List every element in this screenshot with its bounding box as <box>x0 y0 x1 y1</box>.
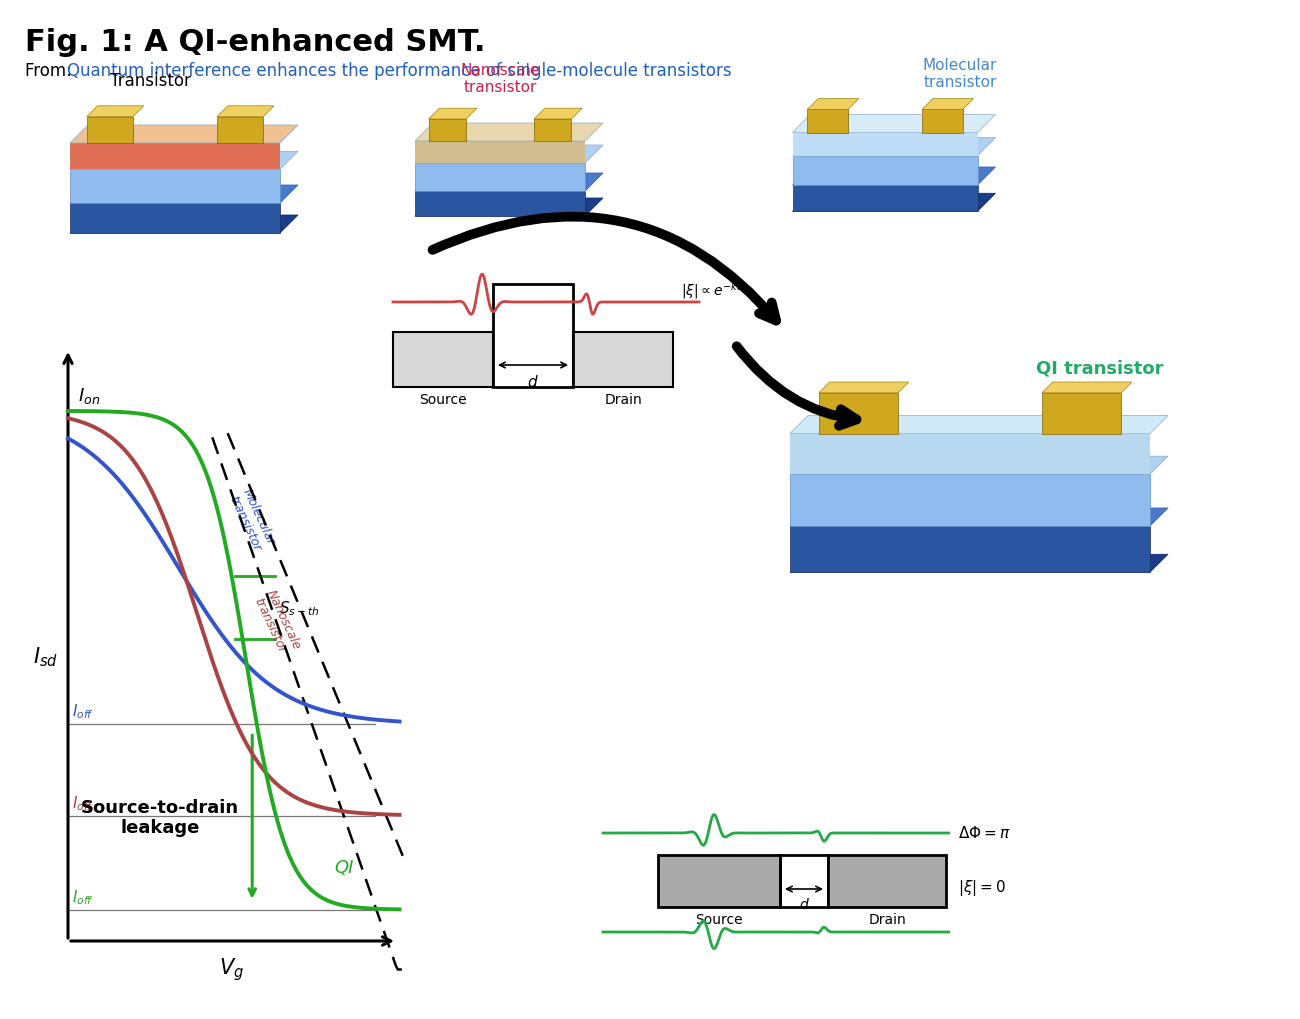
Polygon shape <box>70 126 298 144</box>
FancyArrowPatch shape <box>737 346 857 426</box>
Text: $S_{s-th}$: $S_{s-th}$ <box>280 598 320 618</box>
Text: Molecular
transistor: Molecular transistor <box>923 57 997 90</box>
Polygon shape <box>534 109 582 120</box>
Text: $d$: $d$ <box>526 374 539 389</box>
Text: $d$: $d$ <box>798 896 810 911</box>
Polygon shape <box>790 554 1167 573</box>
Polygon shape <box>70 204 280 233</box>
Text: QI transistor: QI transistor <box>1036 360 1164 378</box>
Polygon shape <box>415 124 603 142</box>
Polygon shape <box>87 117 133 144</box>
Polygon shape <box>819 382 909 393</box>
Polygon shape <box>1043 382 1132 393</box>
Polygon shape <box>70 170 280 204</box>
Text: $V_g$: $V_g$ <box>218 956 244 982</box>
Text: $I_{sd}$: $I_{sd}$ <box>34 645 58 668</box>
Text: $\Delta\Phi = \pi$: $\Delta\Phi = \pi$ <box>958 824 1010 841</box>
Polygon shape <box>70 144 280 170</box>
Polygon shape <box>790 416 1167 434</box>
Polygon shape <box>429 120 465 142</box>
Text: QI: QI <box>334 858 354 876</box>
Polygon shape <box>573 332 673 387</box>
Polygon shape <box>415 164 585 192</box>
Text: Transistor: Transistor <box>111 72 191 90</box>
Polygon shape <box>828 855 946 907</box>
Polygon shape <box>70 152 298 170</box>
Text: $I_{off}$: $I_{off}$ <box>72 793 94 812</box>
Polygon shape <box>70 216 298 233</box>
Text: Fig. 1: A QI-enhanced SMT.: Fig. 1: A QI-enhanced SMT. <box>25 28 485 57</box>
Polygon shape <box>415 146 603 164</box>
Polygon shape <box>793 133 978 157</box>
Polygon shape <box>415 192 585 217</box>
Polygon shape <box>819 393 898 434</box>
Text: $|\xi| \propto e^{-kd}$: $|\xi| \propto e^{-kd}$ <box>681 280 745 302</box>
Polygon shape <box>793 115 996 133</box>
Polygon shape <box>790 434 1150 475</box>
Text: $|\xi| = 0$: $|\xi| = 0$ <box>958 877 1006 897</box>
Polygon shape <box>790 508 1167 527</box>
Polygon shape <box>922 110 963 133</box>
Text: Nanoscale
transistor: Nanoscale transistor <box>460 62 540 95</box>
Polygon shape <box>790 457 1167 475</box>
Polygon shape <box>393 332 493 387</box>
Polygon shape <box>922 100 974 110</box>
Polygon shape <box>807 100 859 110</box>
Text: Source: Source <box>419 392 467 407</box>
Polygon shape <box>217 117 263 144</box>
Polygon shape <box>793 139 996 157</box>
Polygon shape <box>534 120 572 142</box>
FancyArrowPatch shape <box>433 217 776 321</box>
Text: Nanoscale
transistor: Nanoscale transistor <box>251 587 303 657</box>
Polygon shape <box>429 109 477 120</box>
Text: Drain: Drain <box>604 392 642 407</box>
Text: $I_{on}$: $I_{on}$ <box>78 385 100 406</box>
Polygon shape <box>658 855 780 907</box>
Polygon shape <box>70 185 298 204</box>
Text: Source-to-drain
leakage: Source-to-drain leakage <box>81 798 239 837</box>
Text: Source: Source <box>696 912 742 926</box>
Polygon shape <box>793 157 978 185</box>
Polygon shape <box>415 199 603 217</box>
Polygon shape <box>217 107 274 117</box>
Polygon shape <box>87 107 144 117</box>
Polygon shape <box>793 194 996 212</box>
Polygon shape <box>1043 393 1121 434</box>
Text: Drain: Drain <box>868 912 906 926</box>
Polygon shape <box>807 110 848 133</box>
Text: Molecular
transistor: Molecular transistor <box>226 486 278 553</box>
Text: From:: From: <box>25 62 77 79</box>
Text: $I_{off}$: $I_{off}$ <box>72 702 94 720</box>
Polygon shape <box>415 174 603 192</box>
Text: $I_{off}$: $I_{off}$ <box>72 888 94 906</box>
Polygon shape <box>790 475 1150 527</box>
Polygon shape <box>415 142 585 164</box>
Polygon shape <box>793 168 996 185</box>
Text: Quantum interference enhances the performance of single-molecule transistors: Quantum interference enhances the perfor… <box>68 62 732 79</box>
Polygon shape <box>790 527 1150 573</box>
Polygon shape <box>793 185 978 212</box>
